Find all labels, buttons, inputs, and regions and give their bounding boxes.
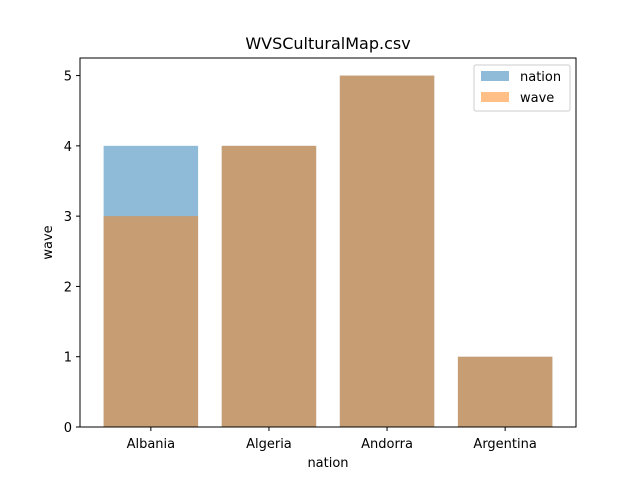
y-tick-label: 4 [64, 140, 72, 155]
legend-label-nation: nation [520, 70, 561, 85]
y-axis-ticks: 0 1 2 3 4 5 [64, 70, 80, 436]
x-tick-label: Argentina [473, 437, 536, 452]
x-axis-label: nation [307, 456, 348, 471]
bars [103, 75, 553, 428]
y-tick-label: 0 [64, 421, 72, 436]
y-axis-label: wave [41, 225, 56, 259]
y-tick-label: 5 [64, 70, 72, 85]
legend: nation wave [473, 64, 571, 112]
plot-frame [79, 57, 577, 428]
legend-swatch-wave [481, 92, 509, 102]
x-tick-label: Algeria [246, 437, 292, 452]
bar-wave-argentina [457, 356, 553, 427]
legend-label-wave: wave [520, 91, 554, 106]
x-axis-ticks: Albania Algeria Andorra Argentina [127, 427, 537, 452]
bar-wave-andorra [339, 75, 435, 428]
legend-swatch-nation [481, 71, 509, 81]
y-tick-label: 3 [64, 210, 72, 225]
bar-wave-albania [103, 216, 199, 427]
x-tick-label: Albania [127, 437, 176, 452]
chart-title: WVSCulturalMap.csv [245, 34, 410, 53]
y-tick-label: 1 [64, 351, 72, 366]
y-tick-label: 2 [64, 280, 72, 295]
x-tick-label: Andorra [361, 437, 413, 452]
bar-wave-algeria [221, 145, 317, 427]
